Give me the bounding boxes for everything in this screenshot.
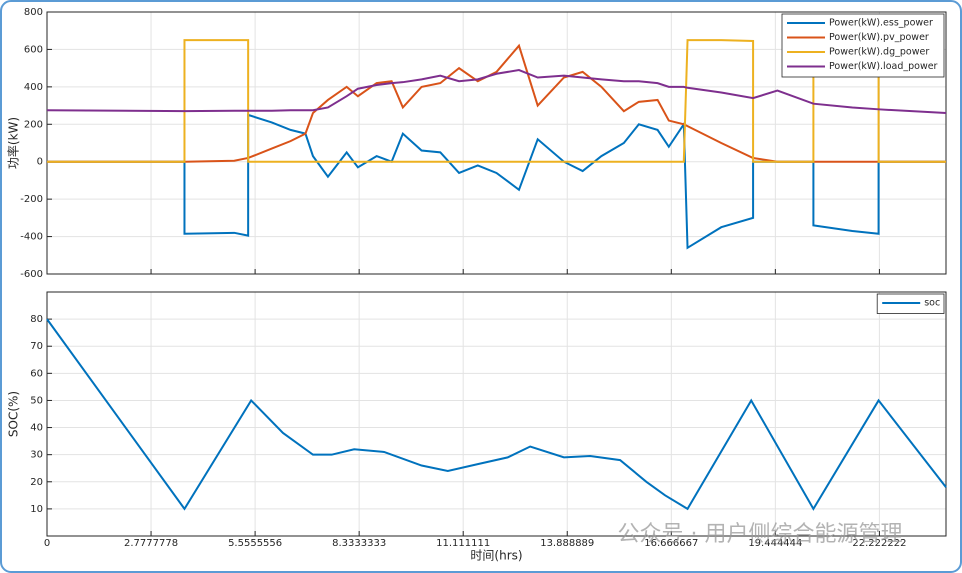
x-tick-label: 19.444444 (748, 538, 802, 549)
y-tick-label: 20 (30, 477, 43, 488)
plot-area (47, 292, 946, 536)
legend-label: soc (924, 298, 940, 309)
y-tick-label: 80 (30, 314, 43, 325)
x-tick-label: 0 (44, 538, 50, 549)
legend-label: Power(kW).load_power (829, 61, 938, 72)
y-tick-label: 50 (30, 395, 43, 406)
y-axis-label: SOC(%) (7, 391, 21, 437)
y-tick-label: -400 (20, 232, 43, 243)
x-tick-label: 13.888889 (540, 538, 594, 549)
series-line (47, 39, 946, 163)
x-tick-label: 2.7777778 (124, 538, 178, 549)
watermark: 公众号 · 用户侧综合能源管理 (618, 522, 903, 547)
y-tick-label: 200 (24, 119, 43, 130)
legend-label: Power(kW).dg_power (829, 47, 929, 58)
y-tick-label: -600 (20, 269, 43, 280)
x-tick-label: 5.5555556 (228, 538, 282, 549)
x-axis-label: 时间(hrs) (470, 549, 522, 563)
axes-box (46, 11, 947, 275)
y-tick-label: 600 (24, 44, 43, 55)
x-tick-label: 16.666667 (644, 538, 698, 549)
y-tick-label: 70 (30, 341, 43, 352)
y-tick-label: 400 (24, 82, 43, 93)
x-tick-label: 11.111111 (436, 538, 490, 549)
y-tick-label: 60 (30, 368, 43, 379)
x-tick-label: 8.3333333 (332, 538, 386, 549)
y-tick-label: 0 (37, 157, 43, 168)
series-line (47, 43, 946, 163)
series-line (46, 318, 947, 511)
legend-label: Power(kW).ess_power (829, 18, 933, 29)
axes-box (46, 291, 947, 537)
y-tick-label: 800 (24, 7, 43, 18)
series-line (46, 68, 947, 115)
y-tick-label: -200 (20, 194, 43, 205)
legend-label: Power(kW).pv_power (829, 32, 929, 43)
y-tick-label: 30 (30, 450, 43, 461)
x-tick-label: 22.222222 (852, 538, 906, 549)
y-tick-label: 40 (30, 423, 43, 434)
y-tick-label: 10 (30, 504, 43, 515)
y-axis-label: 功率(kW) (6, 117, 21, 169)
